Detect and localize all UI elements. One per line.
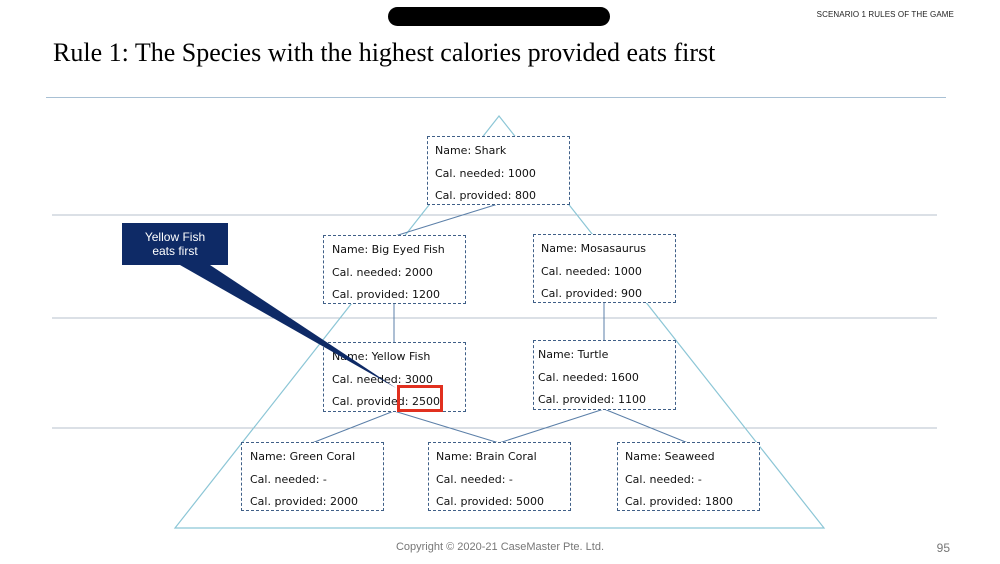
link-turtle-seaweed [603,408,689,444]
node-big-eyed-fish: Name: Big Eyed Fish Cal. needed: 2000 Ca… [323,235,466,304]
page-title: Rule 1: The Species with the highest cal… [53,38,716,67]
cal-provided-label: Cal. provided: [332,395,409,408]
node-turtle: Name: Turtle Cal. needed: 1600 Cal. prov… [533,340,676,410]
node-name: Name: Brain Coral [436,450,537,463]
node-shark: Name: Shark Cal. needed: 1000 Cal. provi… [427,136,570,205]
copyright-text: Copyright © 2020-21 CaseMaster Pte. Ltd. [395,541,605,553]
link-shark-bigeyed [394,203,499,237]
redaction-bar [388,7,610,26]
node-cal-provided: Cal. provided: 1100 [538,393,646,406]
node-cal-needed: Cal. needed: 2000 [332,265,433,279]
node-cal-needed: Cal. needed: 3000 [332,372,433,386]
callout-pointer [180,265,396,388]
callout-line-2: eats first [152,244,198,258]
node-brain-coral: Name: Brain Coral Cal. needed: - Cal. pr… [428,442,571,511]
pyramid-outline [173,115,826,529]
node-name: Name: Mosasaurus [541,242,647,255]
node-seaweed: Name: Seaweed Cal. needed: - Cal. provid… [617,442,760,511]
callout-line-1: Yellow Fish [144,230,206,244]
cal-provided-value: 2500 [411,395,440,408]
node-name: Name: Turtle [538,348,609,361]
node-yellow-fish: Name: Yellow Fish Cal. needed: 3000 Cal.… [323,342,466,412]
node-name: Name: Shark [435,144,507,157]
node-cal-needed: Cal. needed: - [436,472,513,486]
node-cal-needed: Cal. needed: 1600 [538,370,639,384]
node-cal-provided: Cal. provided: 800 [435,189,536,202]
node-cal-needed: Cal. needed: - [625,472,702,486]
link-yellow-braincoral [393,410,500,444]
node-cal-provided: Cal. provided: 2500 [332,391,465,414]
node-cal-provided: Cal. provided: 5000 [436,495,544,508]
node-green-coral: Name: Green Coral Cal. needed: - Cal. pr… [241,442,384,511]
node-cal-needed: Cal. needed: 1000 [435,166,536,180]
scenario-tag: SCENARIO 1 RULES OF THE GAME [816,10,954,19]
node-name: Name: Green Coral [250,450,356,463]
node-mosasaurus: Name: Mosasaurus Cal. needed: 1000 Cal. … [533,234,676,303]
highlight-box [397,385,443,412]
node-cal-provided: Cal. provided: 2000 [250,495,358,508]
link-yellow-greencoral [311,410,395,444]
node-cal-needed: Cal. needed: - [250,472,327,486]
node-name: Name: Big Eyed Fish [332,243,445,256]
title-divider [46,97,946,98]
node-name: Name: Seaweed [625,450,715,463]
node-cal-provided: Cal. provided: 1800 [625,495,733,508]
node-name: Name: Yellow Fish [332,350,431,363]
link-turtle-braincoral [498,408,605,444]
node-cal-provided: Cal. provided: 900 [541,287,642,300]
node-cal-provided: Cal. provided: 1200 [332,288,440,301]
callout-yellow-fish: Yellow Fish eats first [122,223,228,265]
page-number: 95 [936,541,950,555]
node-cal-needed: Cal. needed: 1000 [541,264,642,278]
